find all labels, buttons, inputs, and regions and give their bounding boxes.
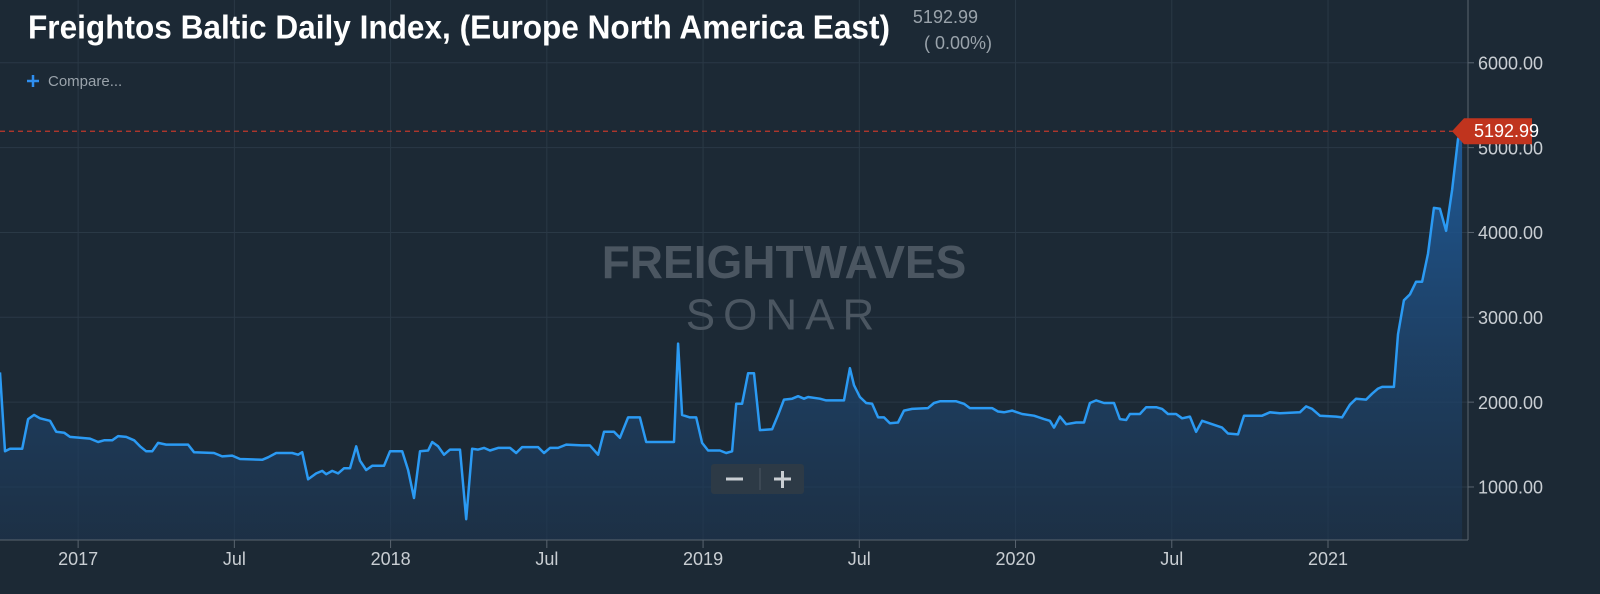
chart-title: Freightos Baltic Daily Index, (Europe No… <box>28 9 890 46</box>
x-tick-label: Jul <box>1160 549 1183 569</box>
watermark-brand: FREIGHTWAVES <box>602 236 967 288</box>
labels: 1000.002000.003000.004000.005000.006000.… <box>58 54 1543 569</box>
current-value-flag <box>1452 118 1532 145</box>
y-tick-label: 4000.00 <box>1478 223 1543 243</box>
watermark-product: SONAR <box>686 291 882 340</box>
x-tick-label: 2017 <box>58 549 98 569</box>
x-tick-label: Jul <box>223 549 246 569</box>
zoom-controls <box>711 464 804 494</box>
x-tick-label: Jul <box>535 549 558 569</box>
compare-button[interactable]: Compare... <box>27 73 122 90</box>
series-line <box>0 130 1464 521</box>
y-tick-label: 3000.00 <box>1478 308 1543 328</box>
y-tick-label: 2000.00 <box>1478 393 1543 413</box>
area-fill <box>0 131 1463 540</box>
plot <box>0 130 1468 540</box>
current-value-label: 5192.99 <box>1474 121 1539 141</box>
x-tick-label: Jul <box>848 549 871 569</box>
zoom-panel <box>711 464 804 494</box>
x-tick-label: 2019 <box>683 549 723 569</box>
x-tick-label: 2020 <box>996 549 1036 569</box>
current-value: 5192.99 <box>913 7 978 27</box>
x-tick-label: 2021 <box>1308 549 1348 569</box>
y-tick-label: 6000.00 <box>1478 54 1543 74</box>
change-label: ( 0.00%) <box>924 33 992 53</box>
y-tick-label: 1000.00 <box>1478 478 1543 498</box>
compare-label: Compare... <box>48 73 122 90</box>
x-tick-label: 2018 <box>371 549 411 569</box>
